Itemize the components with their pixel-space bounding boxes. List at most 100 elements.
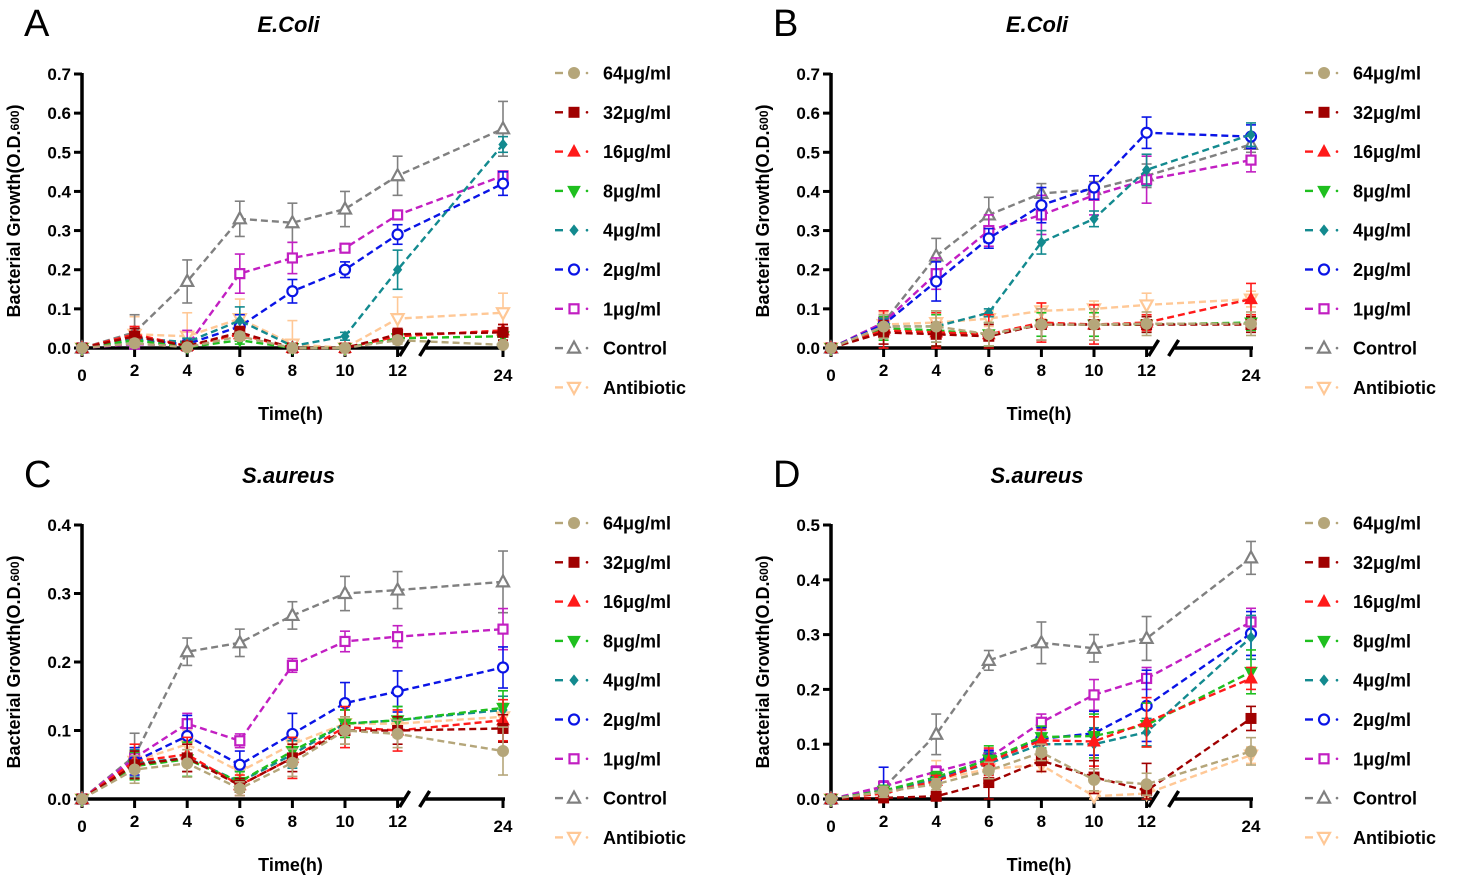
- legend-dot: [1335, 71, 1339, 75]
- y-tick-label: 0.6: [47, 104, 71, 123]
- legend-dot: [1335, 228, 1339, 232]
- data-point: [1036, 236, 1047, 249]
- x-tick-label: 6: [235, 361, 244, 380]
- data-point: [928, 725, 945, 740]
- chart-panel-b: B E.Coli 0.0 0.1 0.2 0.3 0.4 0.5 0.6 0.7 Bacterial…: [753, 3, 1436, 424]
- x-tick-label: 6: [984, 812, 993, 831]
- legend-label: 16μg/ml: [603, 592, 671, 612]
- legend-item: 64μg/ml: [555, 64, 671, 84]
- legend-marker: [567, 144, 581, 157]
- legend-label: 64μg/ml: [603, 514, 671, 534]
- legend-marker: [566, 381, 582, 397]
- legend-marker: [568, 556, 580, 568]
- legend-dot: [1335, 718, 1339, 721]
- data-point: [338, 263, 352, 276]
- data-point: [497, 338, 509, 351]
- legend-item: 64μg/ml: [555, 514, 671, 534]
- data-point: [930, 275, 943, 288]
- data-point: [76, 793, 88, 805]
- data-point: [391, 228, 404, 241]
- legend-dot: [585, 386, 589, 389]
- data-point: [497, 326, 509, 338]
- legend-item: 8μg/ml: [555, 181, 661, 201]
- data-point: [389, 313, 406, 328]
- series-control: [823, 540, 1259, 805]
- legend-marker: [567, 185, 581, 199]
- data-point: [496, 661, 510, 674]
- data-point: [1086, 639, 1102, 654]
- data-point: [284, 213, 301, 229]
- data-point: [337, 200, 353, 215]
- series-line: [81, 580, 504, 800]
- legend-marker: [1316, 381, 1332, 397]
- axis-break-mark: [398, 339, 412, 357]
- legend-dot: [585, 521, 589, 525]
- legend-item: 4μg/ml: [555, 671, 661, 691]
- data-point: [930, 320, 943, 333]
- legend-item: 16μg/ml: [1305, 592, 1421, 612]
- legend-label: 2μg/ml: [1353, 260, 1411, 280]
- data-point: [286, 342, 299, 354]
- data-point: [980, 651, 997, 666]
- legend-item: 4μg/ml: [1305, 221, 1411, 241]
- legend-item: 4μg/ml: [1305, 671, 1411, 691]
- legend-dot: [585, 718, 589, 721]
- legend-dot: [1335, 268, 1339, 271]
- legend-label: Antibiotic: [603, 828, 686, 848]
- legend-marker: [1317, 185, 1331, 199]
- legend-marker: [568, 303, 580, 315]
- legend-marker: [1319, 674, 1329, 687]
- chart-title: S.aureus: [242, 463, 335, 488]
- series-line: [830, 133, 1252, 350]
- data-point: [1035, 199, 1048, 212]
- legend-dot: [1335, 521, 1339, 525]
- y-tick-label: 0.3: [47, 222, 71, 241]
- legend-item: 32μg/ml: [555, 553, 671, 573]
- x-tick-label: 10: [1085, 361, 1104, 380]
- x-tick-label: 8: [288, 812, 297, 831]
- legend-marker: [1317, 144, 1331, 157]
- series-line: [830, 556, 1252, 801]
- y-tick-label: 0.0: [796, 339, 820, 358]
- legend-marker: [566, 339, 582, 354]
- legend-dot: [1335, 561, 1339, 564]
- legend-item: Antibiotic: [555, 378, 686, 398]
- legend-marker: [1318, 517, 1330, 529]
- panel-letter: A: [24, 3, 50, 45]
- legend-label: 2μg/ml: [603, 710, 661, 730]
- legend-dot: [1335, 639, 1339, 643]
- panel-letter: D: [773, 454, 800, 496]
- legend-dot: [585, 561, 589, 564]
- series-line: [81, 143, 504, 350]
- y-tick-label: 0.4: [796, 182, 820, 201]
- x-tick-label: 10: [336, 361, 355, 380]
- series-line: [81, 335, 504, 350]
- x-tick-label: 2: [879, 361, 888, 380]
- y-tick-label: 0.2: [796, 261, 820, 280]
- legend-item: Antibiotic: [1305, 378, 1436, 398]
- data-point: [339, 242, 351, 254]
- legend-label: Control: [603, 339, 667, 359]
- data-point: [231, 634, 248, 649]
- data-point: [825, 342, 837, 354]
- legend-marker: [567, 263, 581, 276]
- data-point: [825, 793, 837, 805]
- x-tick-label: 6: [235, 812, 244, 831]
- data-point: [1089, 213, 1099, 225]
- axis-break-mark: [418, 790, 432, 808]
- data-point: [1245, 712, 1257, 724]
- x-tick-label: 0: [826, 817, 835, 836]
- legend-label: 2μg/ml: [603, 260, 661, 280]
- data-point: [1141, 164, 1152, 176]
- legend-dot: [1335, 150, 1339, 153]
- y-tick-label: 0.4: [47, 182, 71, 201]
- legend-label: 32μg/ml: [1353, 553, 1421, 573]
- legend-dot: [1335, 600, 1339, 603]
- legend-label: 16μg/ml: [1353, 142, 1421, 162]
- data-point: [179, 642, 196, 658]
- data-point: [391, 727, 404, 740]
- y-axis-label: Bacterial Growth(O.D.600): [4, 555, 24, 768]
- legend-marker: [569, 674, 579, 687]
- legend-label: 64μg/ml: [1353, 514, 1421, 534]
- legend-dot: [585, 307, 589, 311]
